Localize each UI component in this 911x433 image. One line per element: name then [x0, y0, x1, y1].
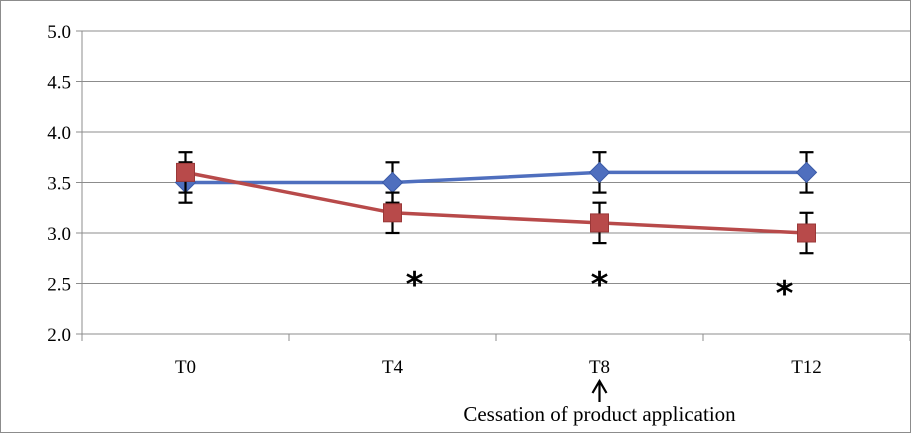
- series-1-point-T4: [381, 171, 404, 194]
- significance-star-T8: *: [591, 265, 609, 305]
- series-layer: [174, 151, 818, 255]
- y-tick-label-4.5: 4.5: [47, 73, 71, 94]
- annotation: Cessation of product application: [463, 378, 736, 426]
- x-tick-label-T12: T12: [791, 357, 822, 378]
- x-tick-labels: T0 T4 T8 T12: [175, 357, 822, 378]
- series-2: [176, 151, 816, 255]
- x-tick-label-T4: T4: [382, 357, 404, 378]
- series-1-point-T12: [795, 161, 818, 184]
- x-tick-label-T0: T0: [175, 357, 196, 378]
- series-2-point-T8: [590, 213, 609, 233]
- significance-star-T4: *: [406, 265, 424, 305]
- series-2-point-T0: [176, 162, 195, 182]
- y-tick-labels: 2.0 2.5 3.0 3.5 4.0 4.5 5.0: [47, 22, 71, 346]
- series-2-point-T4: [383, 203, 402, 223]
- x-tick-label-T8: T8: [589, 357, 610, 378]
- y-tick-label-2.0: 2.0: [47, 325, 71, 346]
- series-2-line: [185, 170, 807, 235]
- y-tick-label-3.0: 3.0: [47, 224, 71, 245]
- axes: [76, 30, 911, 341]
- cessation-arrow-icon: [591, 378, 608, 402]
- significance-star-T12: *: [776, 274, 794, 314]
- series-1-line: [185, 170, 807, 185]
- y-tick-label-2.5: 2.5: [47, 275, 71, 296]
- y-tick-label-5.0: 5.0: [47, 22, 71, 43]
- annotation-text: Cessation of product application: [463, 402, 736, 426]
- series-1: [174, 151, 818, 204]
- significance-markers: * * *: [406, 265, 794, 314]
- series-1-point-T8: [588, 161, 611, 184]
- series-2-point-T12: [797, 223, 816, 243]
- grid-lines: [82, 30, 910, 284]
- y-tick-label-4.0: 4.0: [47, 123, 71, 144]
- y-tick-label-3.5: 3.5: [47, 174, 71, 195]
